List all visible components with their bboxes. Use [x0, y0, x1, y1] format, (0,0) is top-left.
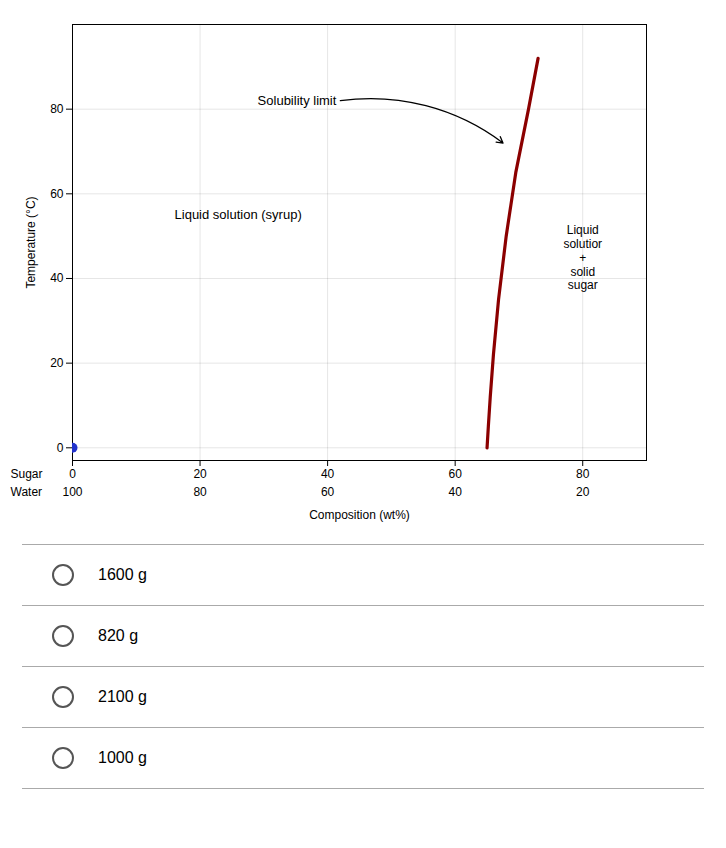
svg-text:20: 20: [193, 467, 207, 481]
svg-text:Temperature (°C): Temperature (°C): [24, 196, 38, 288]
svg-text:80: 80: [50, 102, 64, 116]
svg-text:80: 80: [193, 485, 207, 499]
svg-text:80: 80: [576, 467, 590, 481]
svg-text:Water: Water: [11, 485, 43, 499]
html-text:820 g: 820 g: [98, 627, 138, 644]
html-text:2100 g: 2100 g: [98, 688, 147, 705]
svg-text:40: 40: [321, 467, 335, 481]
svg-text:60: 60: [448, 467, 462, 481]
svg-text:100: 100: [62, 485, 82, 499]
svg-text:0: 0: [57, 441, 64, 455]
svg-text:Liquidsolutior+solidsugar: Liquidsolutior+solidsugar: [563, 223, 602, 292]
html-text:1000 g: 1000 g: [98, 749, 147, 766]
svg-text:20: 20: [50, 356, 64, 370]
svg-text:Composition (wt%): Composition (wt%): [309, 508, 410, 522]
svg-text:Solubility limit: Solubility limit: [258, 93, 337, 108]
svg-text:40: 40: [448, 485, 462, 499]
svg-text:Liquid solution (syrup): Liquid solution (syrup): [175, 207, 302, 222]
html-text:1600 g: 1600 g: [98, 566, 147, 583]
svg-text:20: 20: [576, 485, 590, 499]
svg-text:60: 60: [50, 187, 64, 201]
svg-text:40: 40: [50, 271, 64, 285]
svg-text:Sugar: Sugar: [11, 467, 43, 481]
svg-text:0: 0: [69, 467, 76, 481]
svg-text:60: 60: [321, 485, 335, 499]
